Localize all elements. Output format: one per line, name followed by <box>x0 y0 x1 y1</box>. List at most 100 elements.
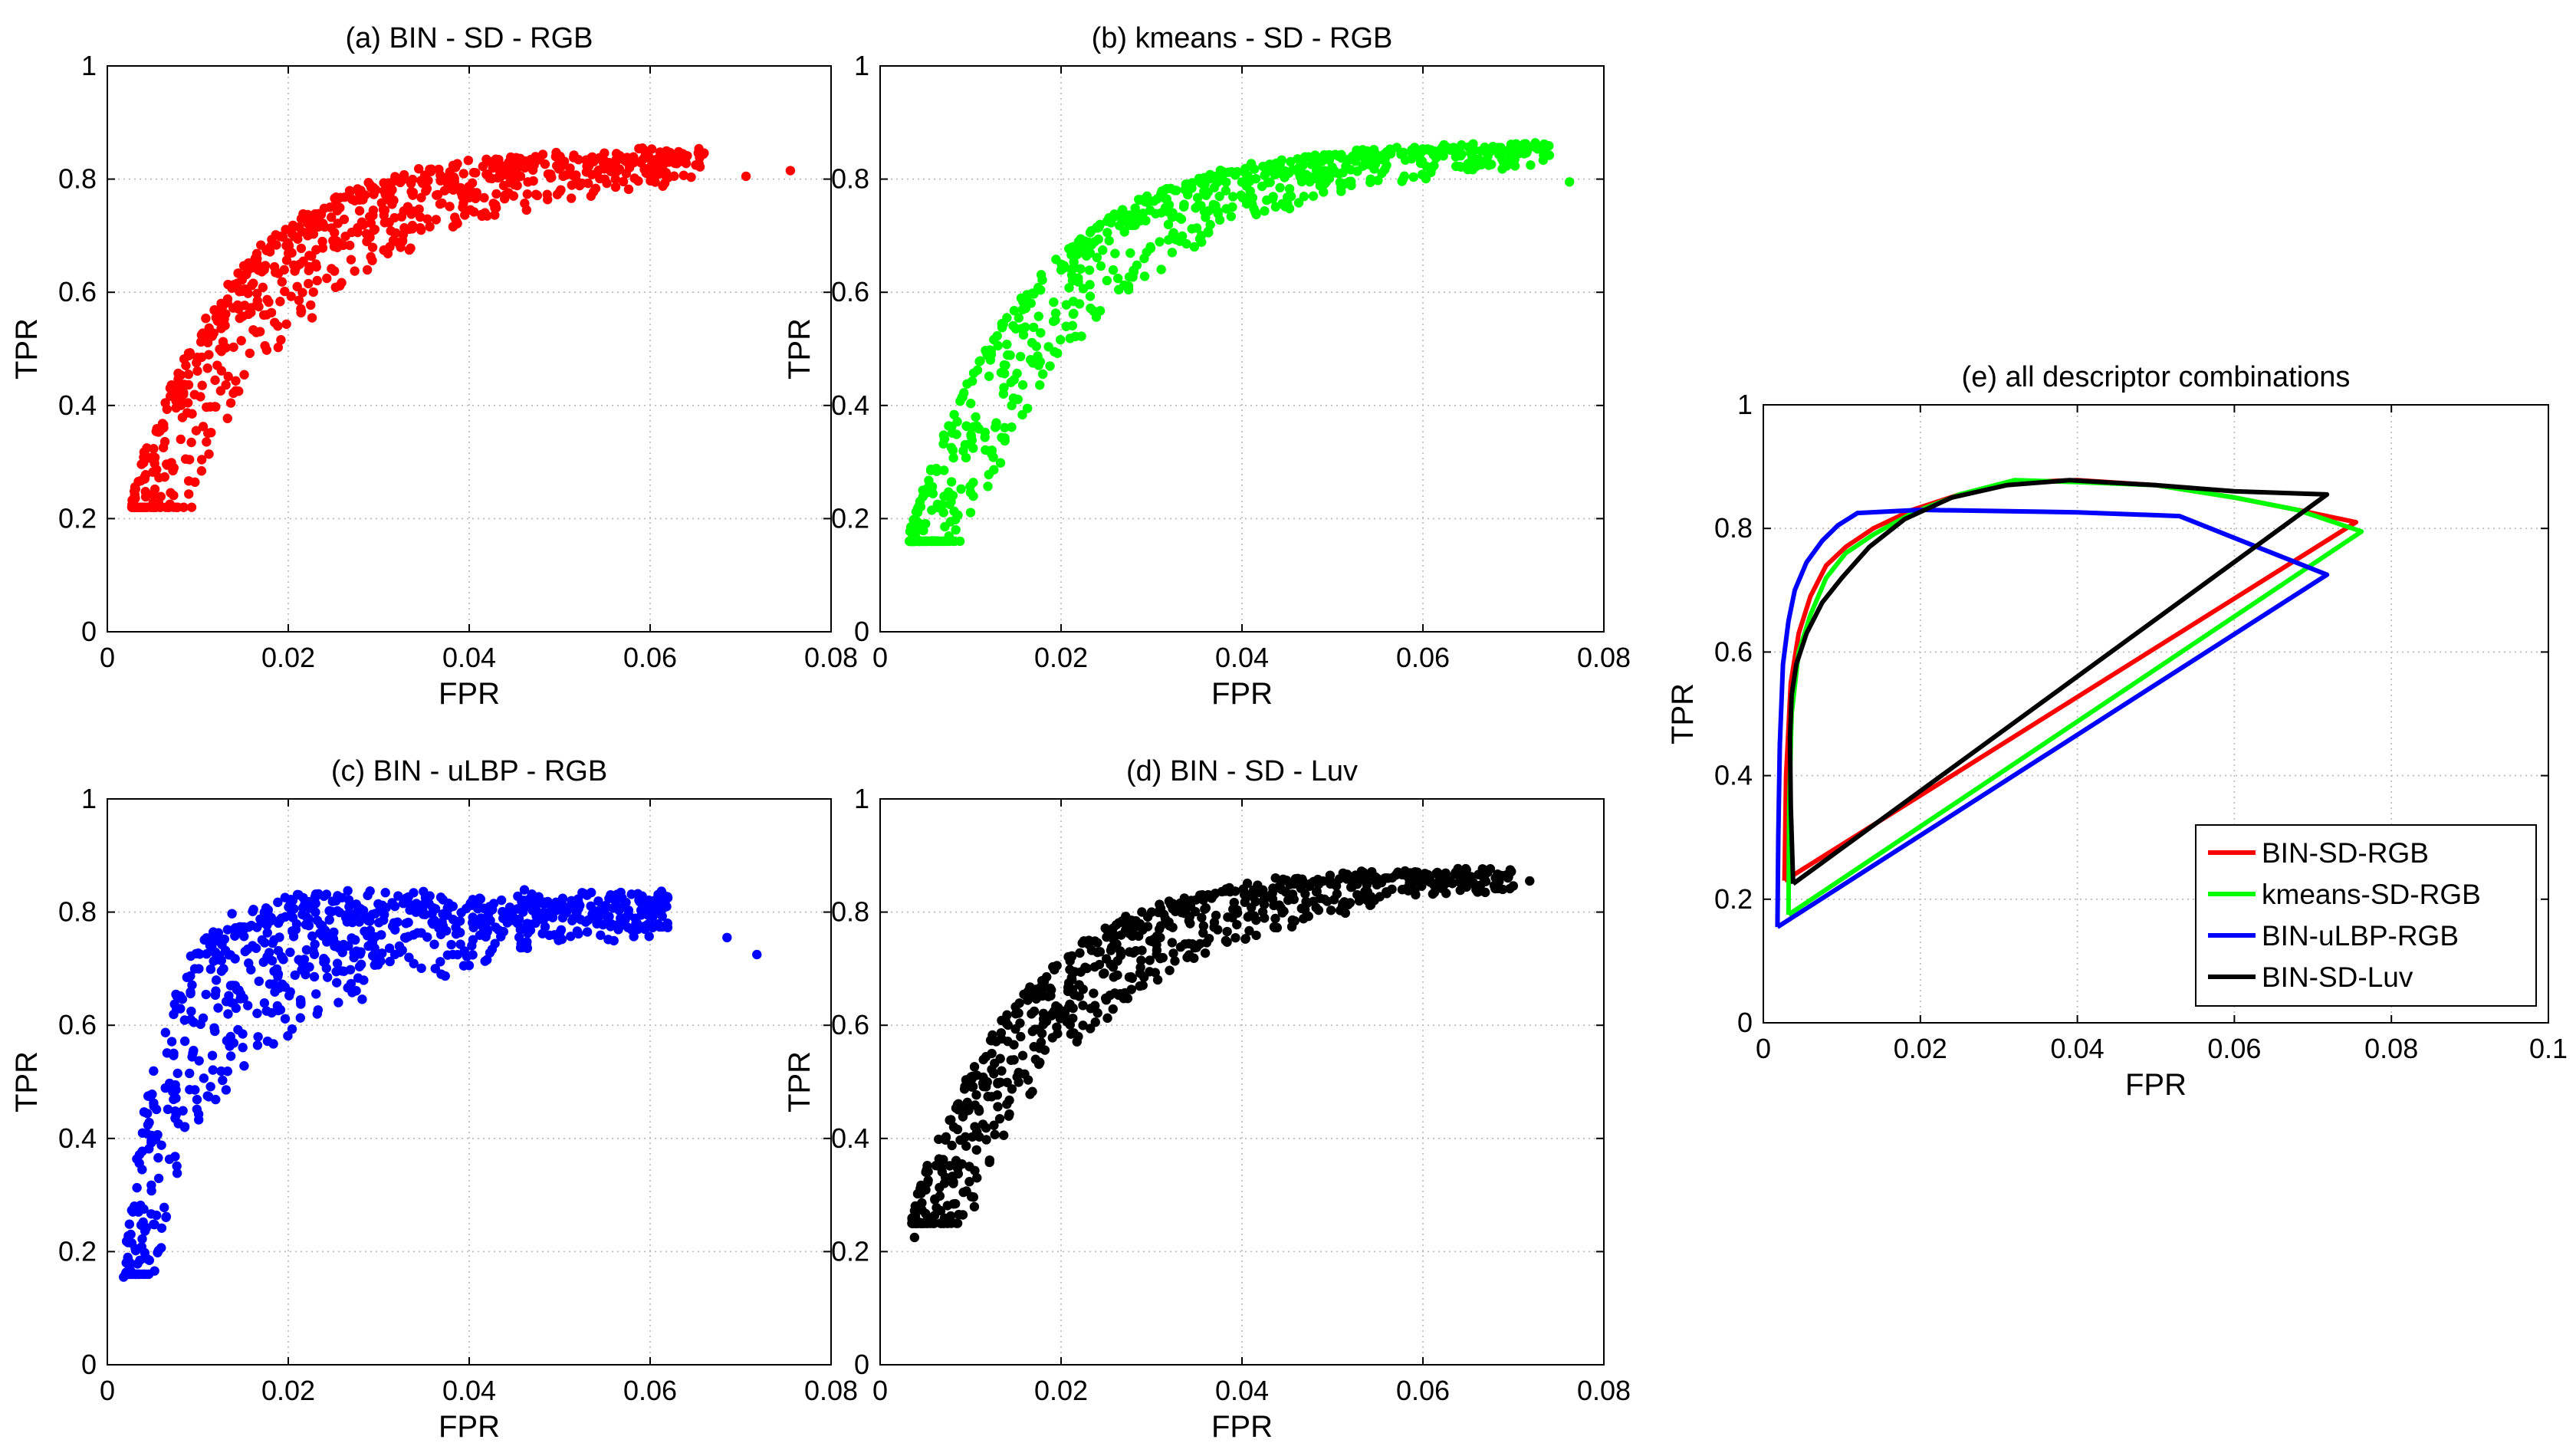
scatter-point <box>261 1006 271 1016</box>
scatter-point <box>254 301 264 312</box>
scatter-point <box>252 1008 262 1018</box>
scatter-point <box>1014 1077 1024 1087</box>
scatter-point <box>382 245 393 255</box>
scatter-point <box>140 474 150 484</box>
scatter-point <box>350 266 360 276</box>
scatter-point <box>1247 902 1257 912</box>
scatter-point <box>646 144 657 154</box>
scatter-point <box>136 502 146 512</box>
scatter-point <box>998 389 1009 399</box>
scatter-point <box>161 1212 171 1222</box>
scatter-point <box>406 179 416 189</box>
scatter-point <box>958 392 968 403</box>
scatter-point <box>262 928 272 938</box>
scatter-point <box>252 254 262 264</box>
scatter-point <box>1025 982 1035 992</box>
scatter-point <box>329 242 340 251</box>
scatter-point <box>1259 899 1270 909</box>
scatter-point <box>583 178 593 189</box>
scatter-point <box>948 536 958 547</box>
scatter-point <box>343 983 353 993</box>
scatter-point <box>1526 160 1536 170</box>
scatter-point <box>947 428 958 438</box>
scatter-point <box>281 255 292 265</box>
scatter-point <box>531 904 541 915</box>
scatter-point <box>183 398 193 408</box>
scatter-point <box>311 989 321 999</box>
scatter-point <box>1135 968 1145 978</box>
scatter-point <box>1117 916 1127 926</box>
scatter-point <box>281 319 291 329</box>
scatter-point <box>333 219 343 228</box>
scatter-point <box>149 1066 159 1076</box>
scatter-point <box>1025 1090 1035 1099</box>
scatter-point <box>276 334 286 345</box>
scatter-point <box>290 266 300 276</box>
scatter-point <box>975 356 985 366</box>
scatter-point <box>361 228 372 239</box>
scatter-point <box>1300 905 1310 915</box>
scatter-point <box>290 970 300 981</box>
scatter-point <box>219 934 230 945</box>
scatter-point <box>509 179 520 190</box>
scatter-point <box>617 893 627 903</box>
scatter-point <box>490 210 500 220</box>
scatter-point <box>192 1094 202 1105</box>
scatter-point <box>189 1017 199 1027</box>
scatter-point <box>171 989 181 1000</box>
scatter-point <box>213 1003 223 1013</box>
scatter-point <box>1304 172 1315 182</box>
scatter-point <box>1167 212 1178 222</box>
x-tick-label: 0.06 <box>1396 1375 1450 1406</box>
scatter-point <box>1026 298 1036 308</box>
scatter-point <box>252 288 262 299</box>
scatter-point <box>962 1097 972 1108</box>
scatter-point <box>964 1162 974 1172</box>
scatter-point <box>971 412 981 422</box>
scatter-point <box>567 180 577 190</box>
scatter-point <box>268 1039 278 1049</box>
scatter-point <box>321 963 332 974</box>
scatter-point <box>245 348 255 358</box>
scatter-point <box>567 915 577 926</box>
scatter-point <box>1214 191 1224 202</box>
scatter-point <box>1259 913 1270 923</box>
scatter-point <box>413 163 424 174</box>
scatter-point <box>307 313 317 323</box>
scatter-point <box>164 1078 175 1089</box>
scatter-point <box>225 1051 236 1061</box>
scatter-point <box>222 925 233 935</box>
scatter-point <box>1355 151 1365 161</box>
scatter-point <box>561 908 571 918</box>
scatter-point <box>590 912 600 922</box>
scatter-point <box>337 278 347 288</box>
scatter-point <box>1191 223 1202 233</box>
scatter-point <box>527 160 537 171</box>
scatter-point <box>967 435 977 445</box>
scatter-point <box>1222 926 1232 937</box>
scatter-point <box>1050 315 1060 325</box>
scatter-point <box>626 925 637 935</box>
scatter-point <box>1069 308 1079 319</box>
scatter-point <box>296 997 306 1007</box>
scatter-point <box>1112 956 1122 966</box>
scatter-point <box>640 152 650 162</box>
scatter-point <box>1036 327 1046 338</box>
scatter-point <box>142 443 152 453</box>
y-tick-label: 1 <box>81 50 97 81</box>
scatter-point <box>295 1013 305 1023</box>
scatter-point <box>990 1129 1000 1140</box>
scatter-point <box>1090 936 1100 946</box>
scatter-point <box>468 950 478 960</box>
scatter-point <box>186 987 196 997</box>
scatter-point <box>277 277 288 287</box>
y-tick-label: 0.4 <box>1714 760 1753 791</box>
scatter-point <box>1344 154 1354 165</box>
scatter-point <box>1275 159 1285 170</box>
scatter-point <box>915 518 925 529</box>
scatter-point <box>999 1130 1009 1140</box>
scatter-point <box>255 914 265 924</box>
scatter-point <box>150 1266 159 1276</box>
scatter-point <box>1323 168 1334 178</box>
scatter-point <box>1326 905 1336 915</box>
